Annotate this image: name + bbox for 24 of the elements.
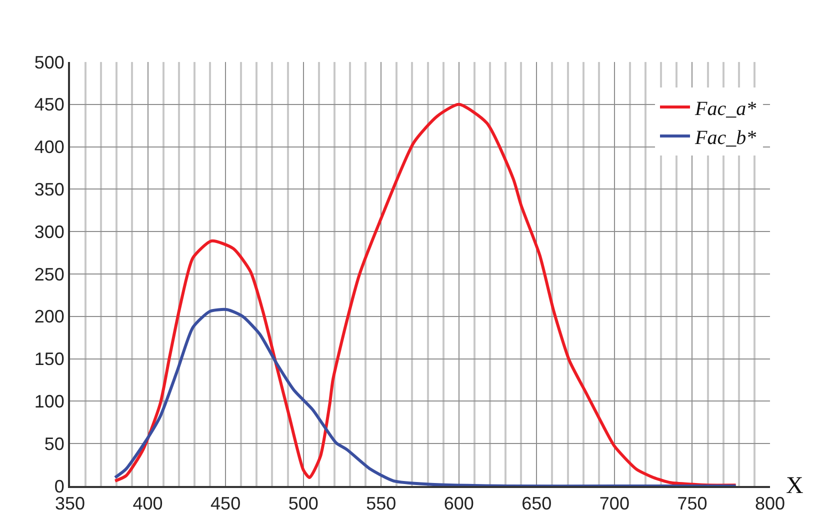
- legend-label: Fac_a*: [694, 98, 756, 120]
- line-series: [114, 308, 738, 486]
- x-tick-label: 450: [210, 494, 241, 514]
- legend-label: Fac_b*: [694, 126, 756, 149]
- y-tick-label: 100: [34, 392, 64, 412]
- y-tick-label: 200: [34, 306, 64, 327]
- y-tick-label: 400: [34, 137, 64, 158]
- y-tick-label: 350: [34, 180, 64, 200]
- y-tick-label: 300: [34, 222, 64, 242]
- x-tick-label: 800: [754, 494, 786, 514]
- x-tick-label: 550: [366, 494, 396, 514]
- x-tick-label: 650: [522, 494, 552, 514]
- y-tick-label: 500: [34, 52, 64, 72]
- x-tick-label: 600: [444, 494, 474, 514]
- y-tick-label: 0: [54, 476, 64, 496]
- x-tick-label: 500: [288, 494, 318, 514]
- y-tick-label: 150: [34, 349, 64, 370]
- y-tick-label: 50: [44, 434, 64, 454]
- x-axis-title: X: [786, 473, 804, 499]
- x-tick-label: 750: [677, 494, 708, 514]
- y-tick-label: 250: [34, 264, 64, 284]
- x-tick-label: 400: [132, 494, 163, 514]
- x-tick-label: 700: [599, 494, 630, 514]
- y-tick-label: 450: [34, 94, 64, 115]
